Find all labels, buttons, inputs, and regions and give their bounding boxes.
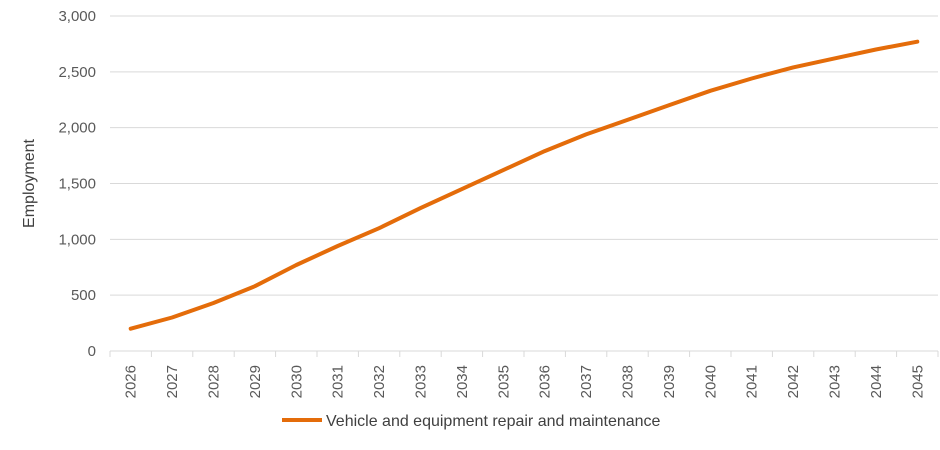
x-tick-label: 2027 — [164, 365, 181, 398]
x-tick-label: 2028 — [206, 365, 223, 398]
x-tick-label: 2033 — [413, 365, 430, 398]
legend: Vehicle and equipment repair and mainten… — [282, 413, 661, 430]
series-layer — [128, 39, 920, 331]
x-tick-label: 2045 — [909, 365, 926, 398]
x-tick-label: 2029 — [247, 365, 264, 398]
x-tick-label: 2026 — [123, 365, 140, 398]
x-tick-label: 2042 — [785, 365, 802, 398]
x-tick-label: 2031 — [330, 365, 347, 398]
gridlines — [110, 15, 938, 296]
x-tick-label: 2038 — [620, 365, 637, 398]
y-tick-label: 2,500 — [58, 64, 96, 81]
x-tick-label: 2035 — [495, 365, 512, 398]
y-tick-label: 2,000 — [58, 120, 96, 137]
x-tick-label: 2037 — [578, 365, 595, 398]
y-axis-title: Employment — [21, 138, 38, 227]
y-axis-ticks: 0 500 1,000 1,500 2,000 2,500 3,000 — [58, 8, 96, 360]
y-tick-label: 1,000 — [58, 231, 96, 248]
legend-label: Vehicle and equipment repair and mainten… — [326, 413, 661, 430]
x-tick-label: 2034 — [454, 365, 471, 398]
x-tick-label: 2032 — [371, 365, 388, 398]
x-tick-label: 2040 — [702, 365, 719, 398]
x-tick-label: 2043 — [827, 365, 844, 398]
x-tick-label: 2036 — [537, 365, 554, 398]
y-tick-label: 1,500 — [58, 176, 96, 193]
x-tick-label: 2041 — [744, 365, 761, 398]
x-tick-label: 2039 — [661, 365, 678, 398]
x-tick-label: 2044 — [868, 365, 885, 398]
x-tick-label: 2030 — [288, 365, 305, 398]
y-tick-label: 500 — [71, 287, 96, 304]
series-line — [128, 39, 920, 331]
x-axis-ticks: 2026 2027 2028 2029 2030 2031 2032 2033 2034 2035… — [109, 351, 939, 398]
y-tick-label: 0 — [88, 343, 96, 360]
y-tick-label: 3,000 — [58, 8, 96, 25]
